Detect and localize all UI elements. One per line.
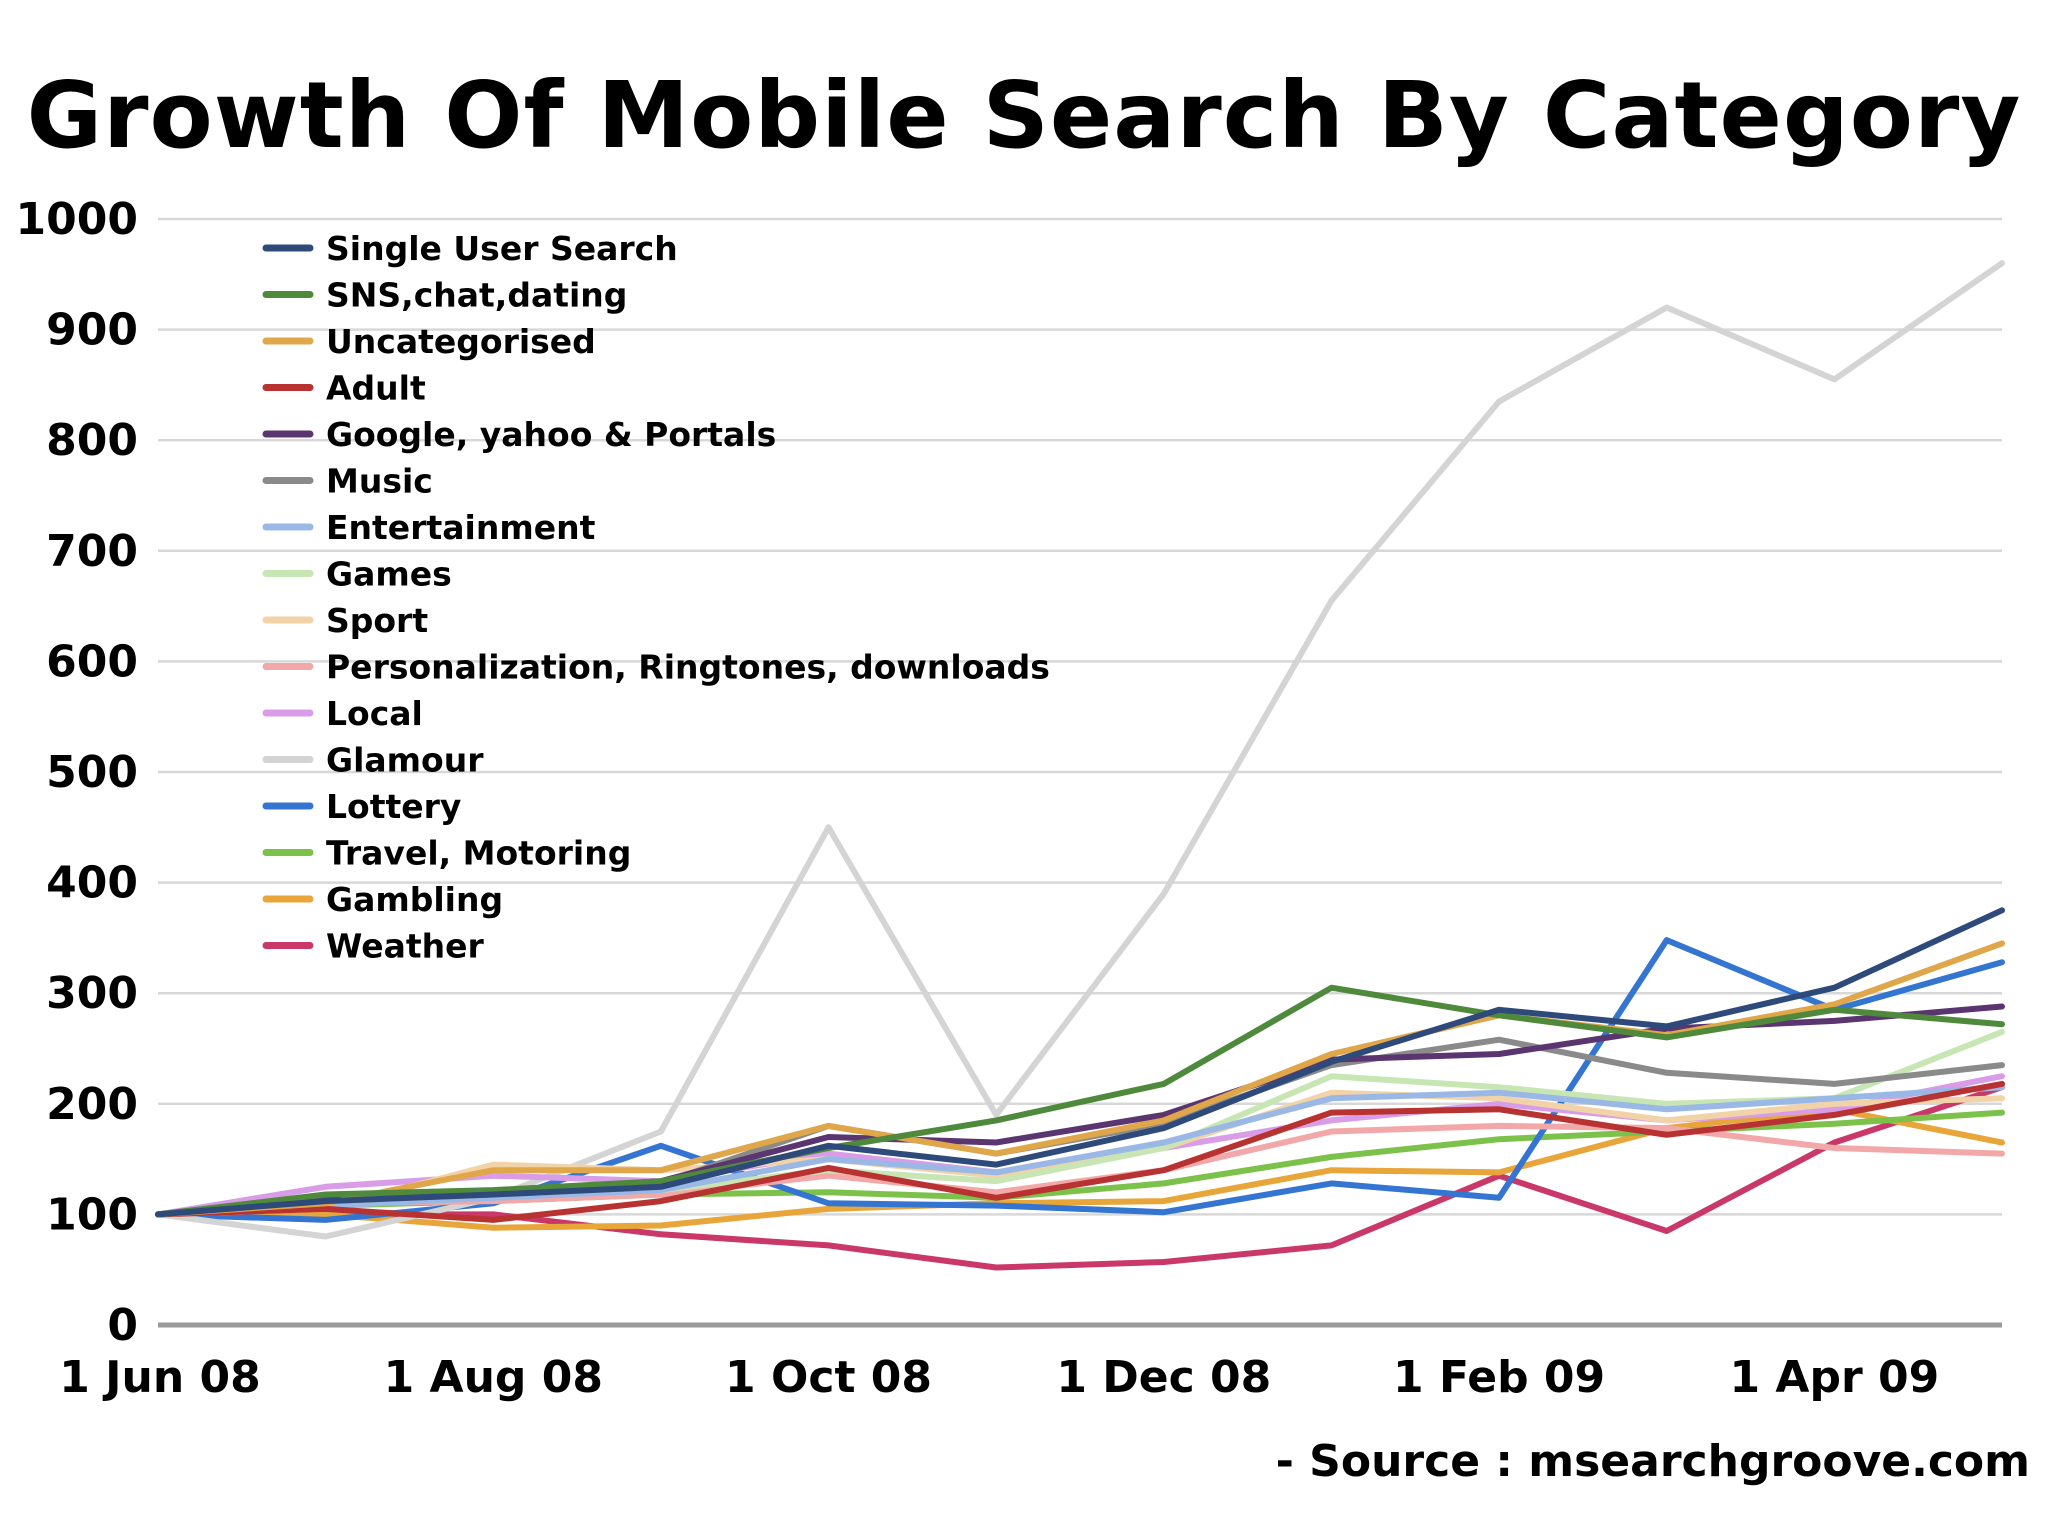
y-tick-label: 600 bbox=[46, 636, 138, 687]
series-line-gambling bbox=[155, 1106, 2005, 1231]
x-tick-label: 1 Aug 08 bbox=[384, 1352, 603, 1403]
legend-entry-label: Weather bbox=[326, 927, 485, 966]
series-lines bbox=[155, 260, 2005, 1271]
series-line-single-user-search bbox=[155, 907, 2005, 1218]
x-tick-label: 1 Jun 08 bbox=[59, 1352, 261, 1403]
legend-entry-label: Sport bbox=[326, 601, 428, 640]
legend-entry-label: Gambling bbox=[326, 880, 503, 919]
series-line-weather bbox=[155, 1084, 2005, 1271]
legend-entry-label: Google, yahoo & Portals bbox=[326, 415, 776, 454]
legend-entry-label: SNS,chat,dating bbox=[326, 276, 627, 315]
series-line-sns-chat-dating bbox=[155, 984, 2005, 1218]
x-tick-label: 1 Dec 08 bbox=[1056, 1352, 1271, 1403]
y-axis-tick-labels: 0 100 200 300 400 500 600 700 800 900 1000 bbox=[16, 194, 138, 1351]
series-line-entertainment bbox=[155, 1084, 2005, 1218]
legend-entry-label: Personalization, Ringtones, downloads bbox=[326, 648, 1050, 687]
legend-entry-label: Local bbox=[326, 694, 423, 733]
y-tick-label: 900 bbox=[46, 305, 138, 356]
legend-entry-label: Entertainment bbox=[326, 508, 596, 547]
legend-entry-label: Music bbox=[326, 462, 433, 501]
x-axis-tick-labels: 1 Jun 08 1 Aug 08 1 Oct 08 1 Dec 08 1 Feb 09… bbox=[59, 1352, 1939, 1403]
x-tick-label: 1 Apr 09 bbox=[1729, 1352, 1939, 1403]
y-tick-label: 300 bbox=[46, 968, 138, 1019]
legend-entry-label: Travel, Motoring bbox=[326, 834, 631, 873]
y-tick-label: 0 bbox=[107, 1300, 138, 1351]
y-tick-label: 200 bbox=[46, 1079, 138, 1130]
legend-entry-label: Lottery bbox=[326, 787, 461, 826]
source-note: - Source : msearchgroove.com bbox=[1275, 1436, 2030, 1487]
legend-entry-label: Glamour bbox=[326, 741, 484, 780]
series-line-adult bbox=[155, 1080, 2005, 1223]
legend-entry-label: Single User Search bbox=[326, 229, 678, 268]
legend-entry-label: Games bbox=[326, 555, 452, 594]
y-tick-label: 500 bbox=[46, 747, 138, 798]
y-tick-label: 400 bbox=[46, 858, 138, 909]
y-tick-label: 100 bbox=[46, 1189, 138, 1240]
y-tick-label: 800 bbox=[46, 415, 138, 466]
chart-title: Growth Of Mobile Search By Category bbox=[26, 62, 2022, 169]
legend-entry-label: Adult bbox=[326, 369, 426, 408]
x-tick-label: 1 Feb 09 bbox=[1393, 1352, 1605, 1403]
legend-entry-label: Uncategorised bbox=[326, 322, 596, 361]
x-tick-label: 1 Oct 08 bbox=[725, 1352, 932, 1403]
y-tick-label: 1000 bbox=[16, 194, 138, 245]
y-tick-label: 700 bbox=[46, 526, 138, 577]
legend: Single User Search SNS,chat,dating Uncateg… bbox=[262, 229, 1050, 966]
